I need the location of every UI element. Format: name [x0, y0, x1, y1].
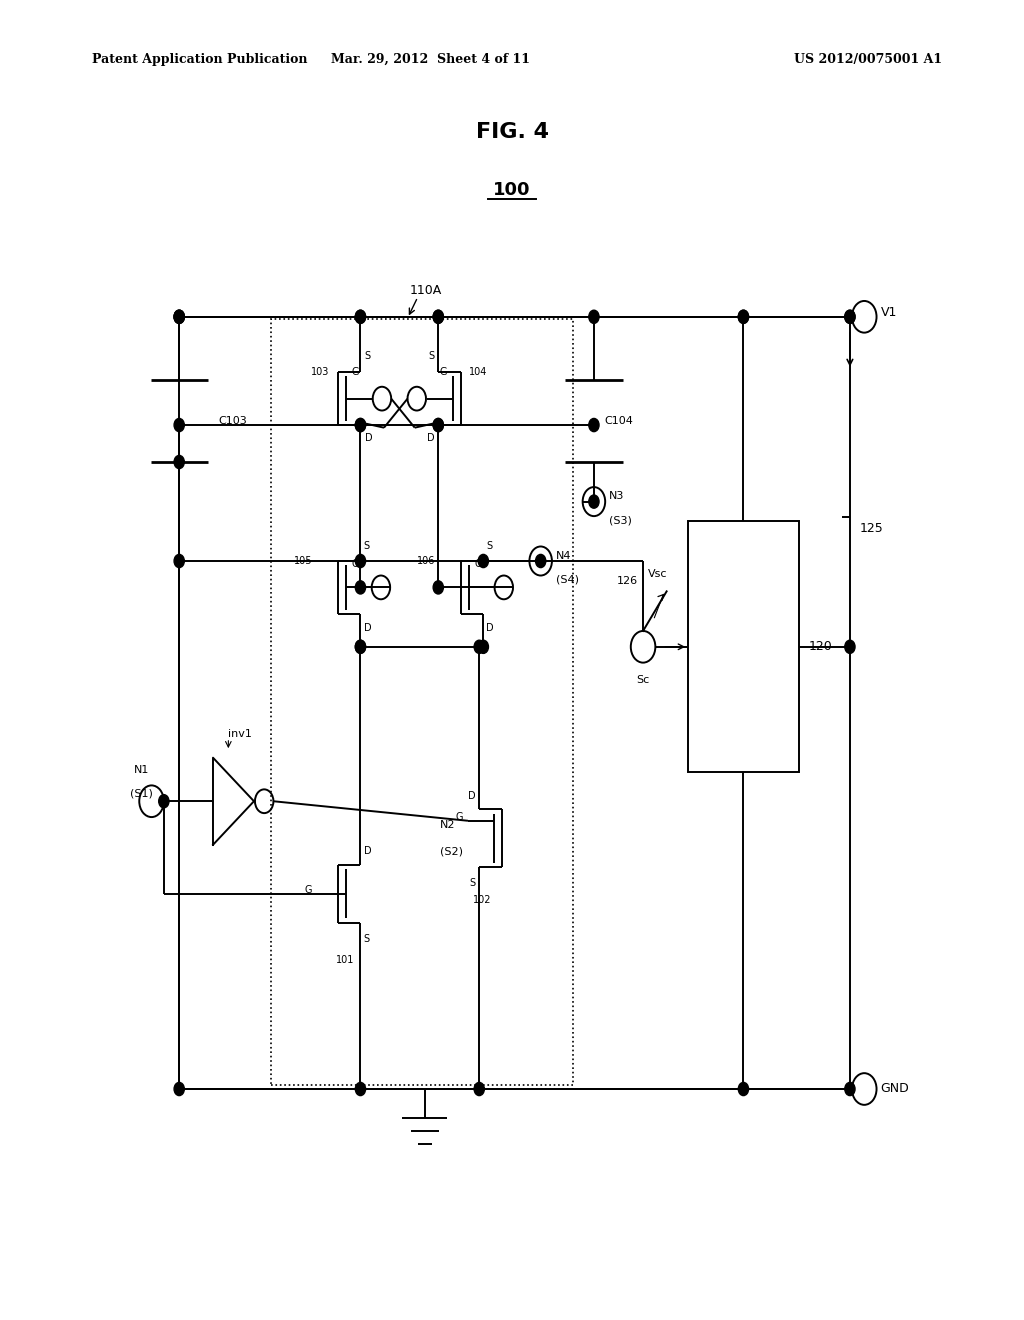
Circle shape: [433, 310, 443, 323]
Text: N3: N3: [609, 491, 625, 502]
Text: C104: C104: [604, 416, 633, 426]
Bar: [688, 521, 799, 772]
Circle shape: [738, 310, 749, 323]
Text: G: G: [440, 367, 447, 378]
Circle shape: [174, 418, 184, 432]
Text: G: G: [456, 812, 463, 822]
Circle shape: [433, 581, 443, 594]
Text: inv1: inv1: [228, 729, 252, 739]
Circle shape: [355, 554, 366, 568]
Text: G: G: [474, 558, 481, 569]
Circle shape: [738, 1082, 749, 1096]
Text: 103: 103: [311, 367, 330, 378]
Text: (S3): (S3): [609, 515, 632, 525]
Text: 125: 125: [860, 521, 884, 535]
Text: Vsc: Vsc: [648, 569, 668, 579]
Text: 100: 100: [494, 181, 530, 199]
Circle shape: [589, 495, 599, 508]
Text: C103: C103: [218, 416, 247, 426]
Circle shape: [478, 554, 488, 568]
Circle shape: [159, 795, 169, 808]
Text: N4: N4: [556, 550, 571, 561]
Circle shape: [355, 581, 366, 594]
Circle shape: [589, 310, 599, 323]
Circle shape: [355, 310, 366, 323]
Text: D: D: [365, 433, 372, 444]
Circle shape: [174, 455, 184, 469]
Circle shape: [174, 1082, 184, 1096]
Text: D: D: [427, 433, 434, 444]
Circle shape: [355, 310, 366, 323]
Text: (S1): (S1): [130, 788, 153, 799]
Circle shape: [845, 1082, 855, 1096]
Circle shape: [174, 310, 184, 323]
Text: 126: 126: [616, 576, 638, 586]
Circle shape: [174, 310, 184, 323]
Text: N2: N2: [440, 820, 456, 830]
Text: GND: GND: [881, 1082, 909, 1096]
Text: G: G: [305, 884, 312, 895]
Text: D: D: [486, 623, 494, 634]
Text: N1: N1: [133, 764, 150, 775]
Text: G: G: [351, 367, 358, 378]
Text: 101: 101: [336, 954, 354, 965]
Circle shape: [355, 640, 366, 653]
Text: US 2012/0075001 A1: US 2012/0075001 A1: [794, 53, 942, 66]
Circle shape: [738, 310, 749, 323]
Text: S: S: [364, 933, 370, 944]
Text: D: D: [364, 623, 371, 634]
Circle shape: [355, 418, 366, 432]
Text: (S2): (S2): [440, 846, 463, 857]
Bar: [271, 319, 573, 1085]
Circle shape: [478, 640, 488, 653]
Text: 102: 102: [473, 895, 492, 906]
Text: 120: 120: [809, 640, 833, 653]
Text: S: S: [469, 878, 475, 888]
Circle shape: [845, 310, 855, 323]
Circle shape: [536, 554, 546, 568]
Text: S: S: [364, 541, 370, 552]
Circle shape: [433, 418, 443, 432]
Circle shape: [433, 310, 443, 323]
Text: 104: 104: [469, 367, 487, 378]
Circle shape: [355, 640, 366, 653]
Circle shape: [355, 1082, 366, 1096]
Text: FIG. 4: FIG. 4: [475, 121, 549, 143]
Circle shape: [474, 1082, 484, 1096]
Text: (S4): (S4): [556, 574, 579, 585]
Text: D: D: [468, 791, 475, 801]
Text: Sc: Sc: [637, 675, 649, 685]
Text: 110A: 110A: [410, 284, 441, 297]
Text: Patent Application Publication: Patent Application Publication: [92, 53, 307, 66]
Text: S: S: [486, 541, 493, 552]
Circle shape: [845, 310, 855, 323]
Text: D: D: [364, 846, 371, 857]
Text: G: G: [351, 558, 358, 569]
Circle shape: [845, 640, 855, 653]
Circle shape: [355, 418, 366, 432]
Text: 105: 105: [294, 556, 312, 566]
Circle shape: [174, 554, 184, 568]
Circle shape: [174, 310, 184, 323]
Text: V1: V1: [881, 306, 897, 319]
Circle shape: [474, 640, 484, 653]
Text: S: S: [365, 351, 371, 362]
Text: S: S: [428, 351, 434, 362]
Circle shape: [589, 418, 599, 432]
Text: Mar. 29, 2012  Sheet 4 of 11: Mar. 29, 2012 Sheet 4 of 11: [331, 53, 529, 66]
Text: 106: 106: [417, 556, 435, 566]
Circle shape: [433, 418, 443, 432]
